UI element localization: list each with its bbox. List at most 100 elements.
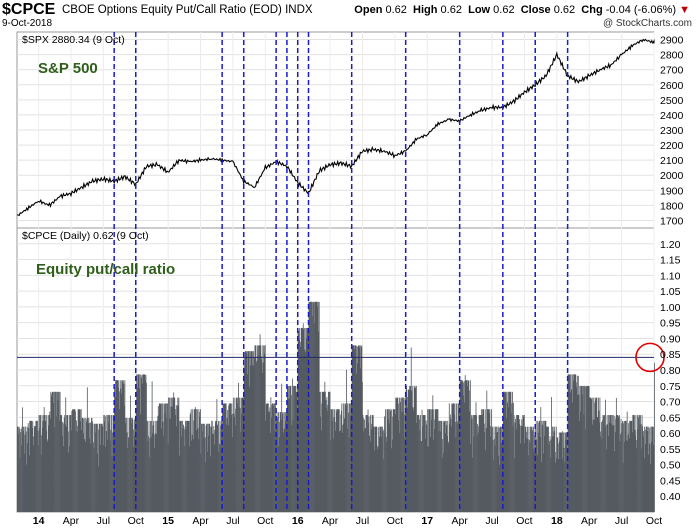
cpce-bar [65,397,67,512]
cpce-bar [264,345,266,512]
cpce-bar [579,386,581,512]
cpce-bar [623,423,624,512]
cpce-bar [456,421,458,512]
spx-price-line [16,38,655,217]
cpce-bar [591,399,593,512]
cpce-y-tick-label: 0.65 [660,412,681,424]
cpce-bar [631,420,633,512]
cpce-bar [118,391,120,512]
x-tick-label: Oct [516,515,532,527]
cpce-bar [426,424,428,512]
cpce-bar [95,432,96,512]
cpce-bar [115,380,117,512]
cpce-y-tick-label: 1.05 [660,286,681,298]
cpce-bar [367,409,369,512]
cpce-bar [592,419,594,512]
cpce-bar [489,409,491,512]
cpce-bar [605,424,607,512]
cpce-bar [184,446,185,512]
cpce-bar [372,415,374,512]
cpce-bar [632,415,634,512]
cpce-bar [256,362,257,512]
cpce-bar [522,415,524,512]
cpce-bar [389,409,391,512]
x-tick-label: Oct [387,515,403,527]
cpce-bar [299,327,301,512]
cpce-bar [328,391,330,512]
cpce-bar [85,422,87,512]
cpce-bar [566,432,567,512]
cpce-bar [572,374,574,512]
cpce-bar [289,399,291,512]
cpce-bar [459,381,461,512]
cpce-bar [545,420,547,512]
cpce-bar [446,425,448,512]
spx-y-tick-label: 1700 [660,215,684,227]
cpce-y-tick-label: 0.75 [660,381,681,393]
cpce-bar [267,403,269,512]
cpce-bar [49,419,51,512]
cpce-bar [108,421,110,512]
cpce-bar [69,446,71,512]
cpce-bar [623,420,625,512]
cpce-bar [246,351,248,512]
cpce-bar [497,455,499,512]
cpce-bar [480,415,482,512]
cpce-bar [274,430,276,512]
cpce-bar [557,458,559,512]
cpce-bar [78,409,80,512]
cpce-bar [640,423,642,512]
cpce-bar [111,415,112,512]
cpce-bar [81,417,83,512]
cpce-bar [403,397,405,512]
cpce-bar [597,397,599,512]
cpce-bar [30,420,32,512]
cpce-bar [303,327,305,512]
cpce-bar [106,439,108,512]
cpce-bar [61,435,63,512]
cpce-bar [255,345,257,512]
cpce-bar [146,420,148,512]
cpce-bar [612,415,614,512]
cpce-bar [488,412,490,512]
cpce-bar [334,409,336,512]
cpce-bar [604,415,605,512]
cpce-bar [301,327,303,512]
high-value: 0.62 [440,4,462,16]
cpce-bar [628,423,630,512]
cpce-bar [27,443,29,512]
cpce-bar [350,415,351,512]
cpce-bar [281,383,283,512]
cpce-bar [339,430,341,512]
cpce-bar [424,415,426,512]
cpce-bar [71,410,73,512]
cpce-bar [517,415,519,512]
cpce-bar [249,351,251,512]
cpce-bar [233,417,235,512]
cpce-bar [382,426,383,512]
cpce-bar [116,380,118,512]
cpce-bar [159,404,161,512]
cpce-bar [125,417,127,512]
cpce-bar [347,428,348,512]
cpce-bar [481,409,483,512]
cpce-bar [375,426,377,512]
cpce-bar [506,417,508,512]
cpce-bar [409,386,411,512]
cpce-bar [220,445,221,512]
cpce-bar [613,425,615,512]
cpce-bar [577,375,579,512]
cpce-bar [108,415,109,512]
cpce-bar [419,430,421,512]
cpce-bar [453,403,455,512]
spx-series-label: S&P 500 [38,60,98,77]
cpce-bar [109,415,111,512]
cpce-bar [457,403,459,512]
cpce-bar [312,315,313,512]
cpce-bar [603,416,604,512]
cpce-bar [370,415,372,512]
cpce-bar [474,415,476,512]
cpce-bar [158,403,160,512]
cpce-bar [641,448,642,512]
cpce-bar [55,391,56,512]
